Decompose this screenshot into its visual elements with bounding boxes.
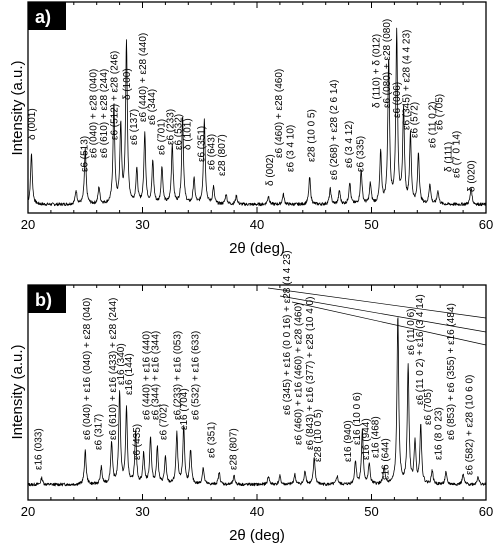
peak-annotation: ε16 (10 0 6) bbox=[352, 392, 363, 445]
peak-annotation: ε6 (7 0 14) bbox=[452, 131, 463, 178]
peak-annotation: ε6 (513) bbox=[80, 136, 91, 172]
peak-annotation: ε6 (843) + ε16 (377) + ε28 (10 4 0) bbox=[305, 297, 316, 450]
peak-annotation: ε6 (006) bbox=[392, 82, 403, 118]
peak-annotation: ε6 (705) bbox=[434, 94, 445, 130]
peak-annotation: ε6 (040) + ε28 (040) bbox=[89, 69, 100, 158]
x-tick-label: 40 bbox=[250, 504, 264, 519]
peak-annotation: ε16 (944) bbox=[361, 418, 372, 460]
peak-annotation: ε6 (335) bbox=[355, 136, 366, 172]
peak-annotation: ε16 (144) bbox=[124, 353, 135, 395]
peak-annotation: ε6 (233) bbox=[165, 109, 176, 145]
peak-annotation: ε6 (532) bbox=[173, 114, 184, 150]
peak-annotation: ε28 (807) bbox=[217, 134, 228, 176]
peak-annotation: ε6 (345) + ε28 (4 4 23) bbox=[401, 30, 412, 130]
peak-annotation: ε6 (344) + ε16 (344) bbox=[151, 331, 162, 420]
peak-annotation: ε6 (11 0 2) bbox=[428, 101, 439, 148]
panel-a-ticks: 20 30 40 50 60 bbox=[21, 2, 493, 232]
peak-annotation: ε6 (572) bbox=[409, 102, 420, 138]
panel-a: a) Intensity (a.u.) 2θ (deg) 20 30 40 50 60 … bbox=[9, 1, 493, 257]
peak-annotation: ε28 (10 0 5) bbox=[313, 409, 324, 462]
peak-annotation: ε6 (317) bbox=[93, 414, 104, 450]
peak-annotation: ε28 (807) bbox=[228, 428, 239, 470]
panel-b-ticks: 20 30 40 50 60 bbox=[21, 285, 493, 519]
peak-annotation: ε16 (704) bbox=[179, 388, 190, 430]
x-tick-label: 40 bbox=[250, 217, 264, 232]
peak-annotation: ε6 (344) bbox=[147, 89, 158, 125]
panel-a-trace bbox=[27, 27, 487, 207]
peak-annotation: ε6 (3 4 10) bbox=[286, 125, 297, 172]
peak-annotation: ε6 (351) bbox=[196, 126, 207, 162]
panel-a-annotations: δ (001)ε6 (513)ε6 (040) + ε28 (040) ε6 (6… bbox=[27, 19, 478, 192]
peak-annotation: ε6 (440) + ε16 (440) bbox=[141, 331, 152, 420]
peak-annotation: ε6 (137) bbox=[129, 109, 140, 145]
peak-annotation: δ (111) bbox=[444, 142, 455, 172]
peak-annotation: ε16 (940) bbox=[343, 420, 354, 462]
leader-line-460 bbox=[279, 295, 487, 333]
x-tick-label: 20 bbox=[21, 504, 35, 519]
peak-annotation: ε6 (3 4 12) bbox=[344, 121, 355, 168]
x-tick-label: 50 bbox=[364, 504, 378, 519]
peak-annotation: δ (110) + δ (012) bbox=[372, 34, 383, 108]
x-tick-label: 60 bbox=[479, 504, 493, 519]
peak-annotation: ε6 (610) + ε16 (433) + ε28 (244) bbox=[108, 298, 119, 440]
x-tick-label: 30 bbox=[135, 504, 149, 519]
peak-annotation: ε28 (10 0 5) bbox=[306, 109, 317, 162]
peak-annotation: δ (100) bbox=[122, 68, 133, 100]
x-tick-label: 20 bbox=[21, 217, 35, 232]
x-tick-label: 60 bbox=[479, 217, 493, 232]
peak-annotation: ε6 (643) bbox=[207, 134, 218, 170]
peak-annotation: δ (001) bbox=[27, 108, 38, 140]
panel-a-label: a) bbox=[35, 7, 51, 27]
peak-annotation: ε6 (460) + ε16 (460) + ε28 (460) bbox=[294, 303, 305, 445]
peak-annotation: ε16 (033) bbox=[34, 428, 45, 470]
peak-annotation: ε6 (351) bbox=[207, 422, 218, 458]
x-tick-label: 50 bbox=[364, 217, 378, 232]
peak-annotation: ε16 (8 0 23) bbox=[433, 407, 444, 460]
x-tick-label: 30 bbox=[135, 217, 149, 232]
peak-annotation: ε16 (468) bbox=[370, 416, 381, 458]
peak-annotation: ε6 (705) bbox=[423, 389, 434, 425]
peak-annotation: ε6 (512) + ε28 (246) bbox=[109, 51, 120, 140]
peak-annotation: ε16 (644) bbox=[381, 438, 392, 480]
panel-b: b) Intensity (a.u.) 2θ (deg) 20 30 40 50 60 … bbox=[9, 250, 493, 544]
panel-a-ylabel: Intensity (a.u.) bbox=[9, 60, 26, 155]
peak-annotation: ε6 (532) + ε16 (633) bbox=[191, 331, 202, 420]
peak-annotation: δ (101) bbox=[183, 118, 194, 150]
panel-b-ylabel: Intensity (a.u.) bbox=[9, 344, 26, 439]
peak-annotation: ε6 (582) + ε28 (10 6 0) bbox=[464, 375, 475, 475]
peak-annotation: ε16 (340) bbox=[116, 343, 127, 385]
leader-line-345 bbox=[267, 287, 487, 319]
leader-line-843 bbox=[291, 301, 487, 346]
peak-annotation: ε6 (702) bbox=[159, 404, 170, 440]
panel-a-xlabel: 2θ (deg) bbox=[229, 240, 285, 257]
peak-annotation: ε6 (268) + ε28 (2 6 14) bbox=[329, 80, 340, 180]
panel-b-trace bbox=[27, 317, 487, 487]
peak-annotation: ε6 (610) + ε28 (244) bbox=[99, 69, 110, 158]
peak-annotation: ε6 (435) bbox=[132, 424, 143, 460]
peak-annotation: ε6 (080) + ε28 (080) bbox=[382, 19, 393, 108]
panel-b-annotations: ε16 (033) ε6 (040) + ε16 (040) + ε28 (040… bbox=[34, 250, 476, 480]
peak-annotation: δ (002) bbox=[265, 154, 276, 186]
peak-annotation: ε6 (440) + ε28 (440) bbox=[138, 33, 149, 122]
peak-annotation: ε6 (040) + ε16 (040) + ε28 (040) bbox=[82, 298, 93, 440]
panel-b-label: b) bbox=[35, 290, 52, 310]
peak-annotation: ε6 (460) + ε28 (460) bbox=[274, 69, 285, 158]
peak-annotation: ε6 (11 0 2) + ε16 (3 4 14) bbox=[415, 294, 426, 405]
panel-b-label-box bbox=[28, 285, 66, 313]
peak-annotation: ε6 (853) + ε6 (355) + ε16 (484) bbox=[446, 303, 457, 440]
peak-annotation: ε6 (11 0 6) bbox=[406, 308, 417, 355]
panel-b-xlabel: 2θ (deg) bbox=[229, 527, 285, 544]
panel-a-label-box bbox=[28, 2, 66, 30]
peak-annotation: ε6 (701) bbox=[156, 119, 167, 155]
peak-annotation: ε6 (233) + ε16 (053) bbox=[172, 331, 183, 420]
peak-annotation: ε6 (345) + ε16 (0 0 16) + ε28 (4 4 23) bbox=[282, 250, 293, 415]
peak-annotation: δ (020) bbox=[467, 160, 478, 192]
